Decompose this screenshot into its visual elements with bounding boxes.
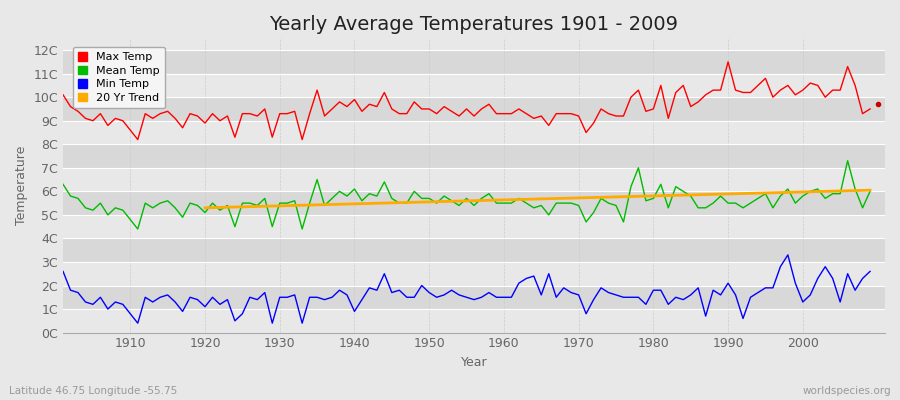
Bar bbox=[63, 191, 885, 215]
Title: Yearly Average Temperatures 1901 - 2009: Yearly Average Temperatures 1901 - 2009 bbox=[269, 15, 679, 34]
Bar bbox=[63, 309, 885, 332]
X-axis label: Year: Year bbox=[461, 356, 487, 369]
Text: worldspecies.org: worldspecies.org bbox=[803, 386, 891, 396]
Bar bbox=[63, 50, 885, 74]
Bar bbox=[63, 215, 885, 238]
Bar bbox=[63, 262, 885, 286]
Legend: Max Temp, Mean Temp, Min Temp, 20 Yr Trend: Max Temp, Mean Temp, Min Temp, 20 Yr Tre… bbox=[73, 47, 166, 108]
Bar bbox=[63, 286, 885, 309]
Bar bbox=[63, 74, 885, 97]
Y-axis label: Temperature: Temperature bbox=[15, 146, 28, 225]
Bar bbox=[63, 121, 885, 144]
Text: Latitude 46.75 Longitude -55.75: Latitude 46.75 Longitude -55.75 bbox=[9, 386, 177, 396]
Bar bbox=[63, 168, 885, 191]
Bar bbox=[63, 97, 885, 121]
Bar bbox=[63, 238, 885, 262]
Bar bbox=[63, 144, 885, 168]
